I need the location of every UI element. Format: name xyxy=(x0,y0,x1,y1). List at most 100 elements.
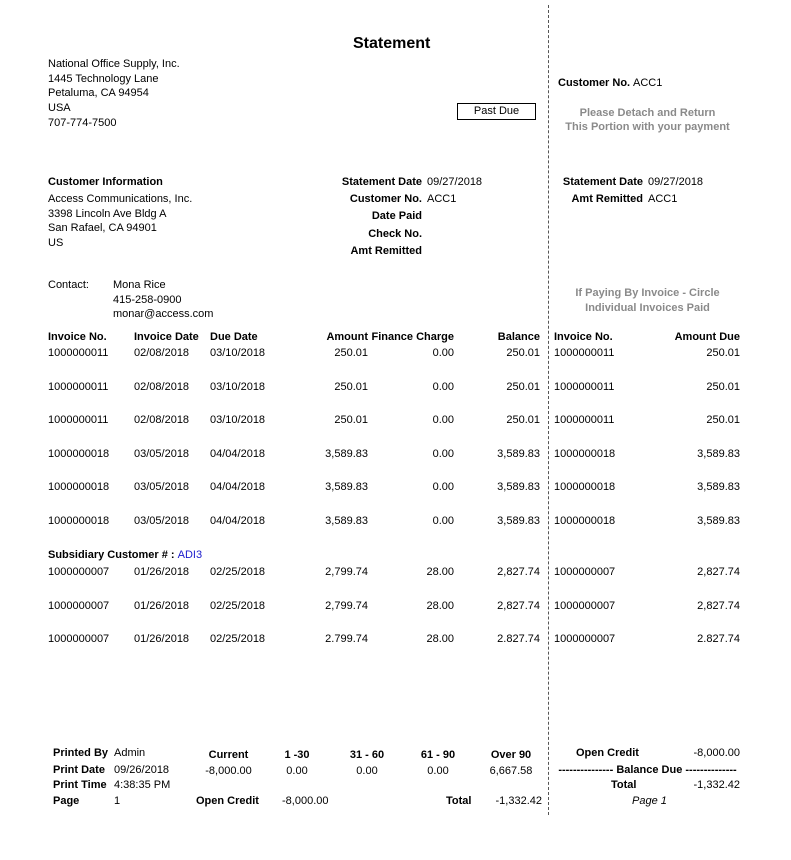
total: -1,332.42 xyxy=(495,795,542,807)
company-address1: 1445 Technology Lane xyxy=(48,73,159,85)
cell-balance: 2,827.74 xyxy=(497,599,540,612)
remit-statement-date-label: Statement Date xyxy=(562,176,643,188)
circle-line2: Individual Invoices Paid xyxy=(585,302,710,314)
aging-header: 61 - 90 xyxy=(420,749,456,761)
cell-invoice-date: 01/26/2018 xyxy=(134,566,190,578)
cell-invoice-no: 1000000007 xyxy=(48,566,110,578)
cell-amount-due: 3,589.83 xyxy=(697,514,740,527)
aging-header: 1 -30 xyxy=(284,749,310,761)
cell-remit-invoice-no: 1000000011 xyxy=(554,347,615,359)
cell-balance: 3,589.83 xyxy=(497,481,540,493)
cell-balance: 3,589.83 xyxy=(497,514,540,527)
cell-amount: 250.01 xyxy=(334,380,368,393)
subsidiary-label: Subsidiary Customer # : ADI3 xyxy=(48,549,202,561)
cell-amount-due: 250.01 xyxy=(706,380,740,393)
aging-value: -8,000.00 xyxy=(205,765,252,777)
cell-remit-invoice-no: 1000000018 xyxy=(554,447,616,460)
cell-amount-due: 3,589.83 xyxy=(697,481,740,493)
remit-customer-no-label: Customer No. xyxy=(558,77,631,89)
company-country: USA xyxy=(48,102,71,114)
cell-finance-charge: 28.00 xyxy=(426,633,454,645)
cell-amount-due: 250.01 xyxy=(706,414,740,426)
cell-due-date: 04/04/2018 xyxy=(210,514,266,527)
cell-amount: 2,799.74 xyxy=(325,566,368,578)
print-time-label: Print Time xyxy=(53,779,107,791)
aging-header: Current xyxy=(208,749,249,761)
page-number: 1 xyxy=(114,795,121,807)
remit-statement-date: 09/27/2018 xyxy=(648,176,704,188)
aging-header: Over 90 xyxy=(490,749,532,761)
contact-email: monar@access.com xyxy=(113,308,214,320)
cell-remit-invoice-no: 1000000011 xyxy=(554,414,615,426)
col-amount-due: Amount Due xyxy=(674,331,740,343)
cell-balance: 250.01 xyxy=(506,347,540,359)
page-title: Statement xyxy=(353,35,431,52)
cell-remit-invoice-no: 1000000018 xyxy=(554,514,616,527)
cell-invoice-no: 1000000011 xyxy=(48,380,109,393)
cell-due-date: 03/10/2018 xyxy=(210,414,266,426)
aging-header: 31 - 60 xyxy=(349,749,385,761)
remit-amt-remitted: ACC1 xyxy=(648,193,678,205)
cell-finance-charge: 28.00 xyxy=(426,566,454,578)
cell-due-date: 04/04/2018 xyxy=(210,447,266,460)
contact-label: Contact: xyxy=(48,279,89,291)
company-city: Petaluma, CA 94954 xyxy=(48,87,149,99)
cell-finance-charge: 0.00 xyxy=(432,347,454,359)
cell-due-date: 03/10/2018 xyxy=(210,347,266,359)
page-label: Page xyxy=(53,795,80,807)
cell-remit-invoice-no: 1000000007 xyxy=(554,633,616,645)
col-remit-invoice-no: Invoice No. xyxy=(554,331,613,343)
cell-amount-due: 2,827.74 xyxy=(697,599,740,612)
cell-finance-charge: 0.00 xyxy=(432,414,454,426)
cell-finance-charge: 28.00 xyxy=(426,599,454,612)
cell-amount: 250.01 xyxy=(334,347,368,359)
cell-balance: 2,827.74 xyxy=(497,566,540,578)
customer-no: ACC1 xyxy=(427,193,457,205)
contact-name: Mona Rice xyxy=(113,279,166,291)
cell-invoice-date: 03/05/2018 xyxy=(134,514,190,527)
company-name: National Office Supply, Inc. xyxy=(48,58,180,70)
cell-amount-due: 250.01 xyxy=(706,347,740,359)
cell-balance: 2.827.74 xyxy=(497,633,540,645)
cell-invoice-no: 1000000007 xyxy=(48,599,110,612)
total-label: Total xyxy=(446,795,472,807)
customer-address1: 3398 Lincoln Ave Bldg A xyxy=(48,208,167,220)
cell-balance: 250.01 xyxy=(506,414,540,426)
col-invoice-no: Invoice No. xyxy=(48,331,107,343)
open-credit-label: Open Credit xyxy=(196,795,259,807)
detach-divider xyxy=(548,5,549,815)
customer-name: Access Communications, Inc. xyxy=(48,193,193,205)
cell-amount: 3,589.83 xyxy=(325,514,368,527)
remit-page: Page 1 xyxy=(632,795,667,807)
open-credit: -8,000.00 xyxy=(282,795,329,807)
customer-info-heading: Customer Information xyxy=(48,176,163,188)
cell-amount: 2,799.74 xyxy=(325,599,368,612)
remit-open-credit: -8,000.00 xyxy=(693,747,740,759)
cell-invoice-no: 1000000018 xyxy=(48,447,110,460)
cell-amount: 2.799.74 xyxy=(325,633,368,645)
past-due-badge: Past Due xyxy=(457,103,536,120)
print-date: 09/26/2018 xyxy=(114,764,170,776)
cell-invoice-date: 02/08/2018 xyxy=(134,347,190,359)
print-date-label: Print Date xyxy=(53,764,105,776)
col-finance-charge: Finance Charge xyxy=(371,331,454,343)
cell-due-date: 04/04/2018 xyxy=(210,481,266,493)
cell-invoice-no: 1000000007 xyxy=(48,633,110,645)
printed-by-label: Printed By xyxy=(53,747,109,759)
remit-total: -1,332.42 xyxy=(693,779,740,791)
cell-amount: 3,589.83 xyxy=(325,481,368,493)
subsidiary-label-text: Subsidiary Customer # : xyxy=(48,549,175,561)
subsidiary-value: ADI3 xyxy=(177,549,203,561)
cell-invoice-no: 1000000011 xyxy=(48,347,109,359)
customer-country: US xyxy=(48,237,64,249)
cell-remit-invoice-no: 1000000007 xyxy=(554,566,616,578)
statement-date-label: Statement Date xyxy=(341,176,422,188)
cell-invoice-date: 03/05/2018 xyxy=(134,481,190,493)
cell-finance-charge: 0.00 xyxy=(432,514,454,527)
detach-line2: This Portion with your payment xyxy=(565,121,730,133)
circle-line1: If Paying By Invoice - Circle xyxy=(575,287,720,299)
aging-value: 0.00 xyxy=(356,765,378,777)
cell-invoice-date: 03/05/2018 xyxy=(134,447,190,460)
remit-amt-remitted-label: Amt Remitted xyxy=(571,193,643,205)
